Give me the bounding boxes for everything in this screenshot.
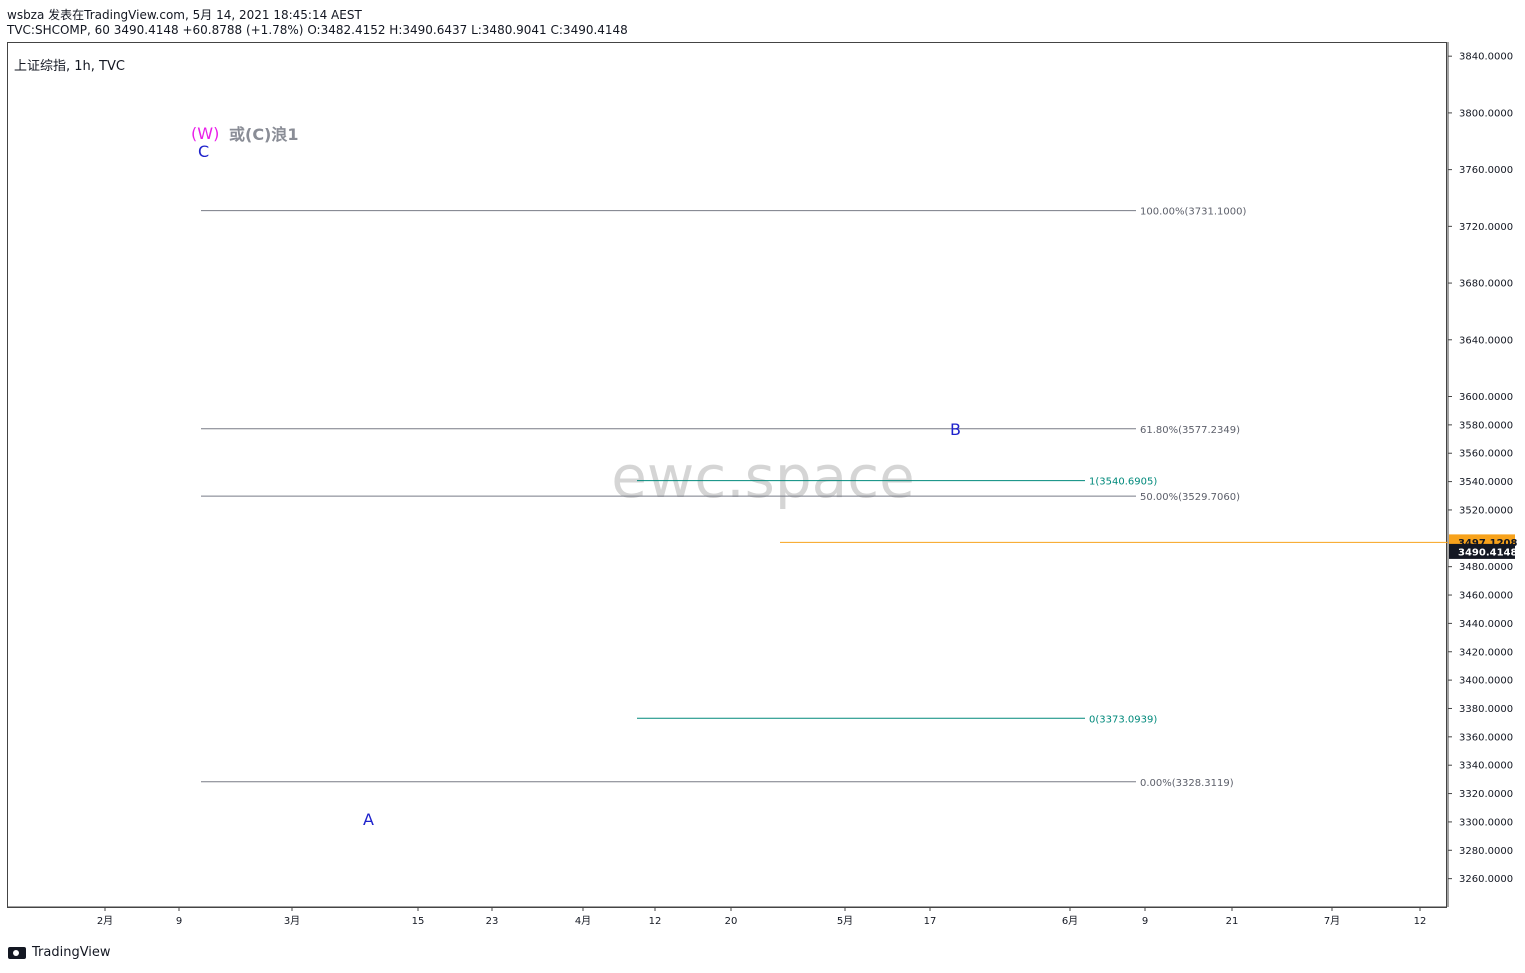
watermark: ewc.space (611, 443, 915, 511)
x-tick-label: 12 (1414, 916, 1427, 927)
y-tick-label: 3680.0000 (1459, 279, 1513, 290)
fib-level-label: 100.00%(3731.1000) (1140, 207, 1246, 218)
y-tick-label: 3360.0000 (1459, 732, 1513, 743)
wave-label-a: A (363, 810, 374, 829)
fib-secondary-label: 0(3373.0939) (1089, 714, 1157, 725)
y-tick-label: 3480.0000 (1459, 562, 1513, 573)
wave-label-b: B (950, 420, 961, 439)
y-tick-label: 3560.0000 (1459, 449, 1513, 460)
y-tick-label: 3520.0000 (1459, 505, 1513, 516)
tradingview-brand[interactable]: TradingView (8, 945, 111, 960)
x-tick-label: 5月 (837, 915, 853, 927)
y-tick-label: 3300.0000 (1459, 817, 1513, 828)
x-tick-label: 20 (725, 916, 738, 927)
x-tick-label: 9 (1142, 916, 1148, 927)
change-value: +60.8788 (+1.78%) (182, 23, 304, 37)
ohlc-values: O:3482.4152 H:3490.6437 L:3480.9041 C:34… (307, 23, 628, 37)
fib-level-label: 50.00%(3529.7060) (1140, 492, 1240, 503)
y-tick-label: 3720.0000 (1459, 222, 1513, 233)
y-tick-label: 3420.0000 (1459, 647, 1513, 658)
tradingview-logo-icon (8, 946, 26, 959)
x-tick-label: 17 (924, 916, 937, 927)
y-tick-label: 3540.0000 (1459, 477, 1513, 488)
fib-secondary-label: 1(3540.6905) (1089, 477, 1157, 488)
brand-label: TradingView (32, 945, 111, 960)
publish-info: wsbza 发表在TradingView.com, 5月 14, 2021 18… (7, 8, 362, 22)
y-tick-label: 3580.0000 (1459, 420, 1513, 431)
y-tick-label: 3760.0000 (1459, 165, 1513, 176)
y-tick-label: 3600.0000 (1459, 392, 1513, 403)
y-tick-label: 3840.0000 (1459, 52, 1513, 63)
symbol-ohlc-line: TVC:SHCOMP, 60 3490.4148 +60.8788 (+1.78… (7, 23, 628, 37)
y-tick-label: 3280.0000 (1459, 846, 1513, 857)
x-tick-label: 12 (649, 916, 662, 927)
x-tick-label: 6月 (1062, 915, 1078, 927)
y-tick-label: 3260.0000 (1459, 874, 1513, 885)
wave-label-w: (W) (191, 124, 219, 143)
y-tick-label: 3400.0000 (1459, 676, 1513, 687)
x-tick-label: 9 (176, 916, 182, 927)
price-tag-box (1449, 543, 1515, 559)
price-tag-label: 3490.4148 (1458, 547, 1518, 558)
fib-level-label: 61.80%(3577.2349) (1140, 425, 1240, 436)
fib-level-label: 0.00%(3328.3119) (1140, 778, 1234, 789)
x-tick-label: 3月 (284, 915, 300, 927)
price-tag-label: 3497.1208 (1458, 538, 1518, 549)
x-tick-label: 2月 (97, 915, 113, 927)
pane-title: 上证综指, 1h, TVC (14, 59, 125, 74)
y-tick-label: 3460.0000 (1459, 591, 1513, 602)
y-tick-label: 3380.0000 (1459, 704, 1513, 715)
wave-label-c: C (198, 142, 209, 161)
x-tick-label: 21 (1226, 916, 1239, 927)
y-tick-label: 3340.0000 (1459, 761, 1513, 772)
wave-label-alt: 或(C)浪1 (229, 125, 299, 144)
y-tick-label: 3320.0000 (1459, 789, 1513, 800)
y-tick-label: 3440.0000 (1459, 619, 1513, 630)
symbol-price: TVC:SHCOMP, 60 3490.4148 (7, 23, 179, 37)
x-tick-label: 4月 (575, 915, 591, 927)
y-tick-label: 3640.0000 (1459, 335, 1513, 346)
x-tick-label: 7月 (1324, 915, 1340, 927)
x-tick-label: 15 (412, 916, 425, 927)
y-tick-label: 3800.0000 (1459, 108, 1513, 119)
x-tick-label: 23 (486, 916, 499, 927)
